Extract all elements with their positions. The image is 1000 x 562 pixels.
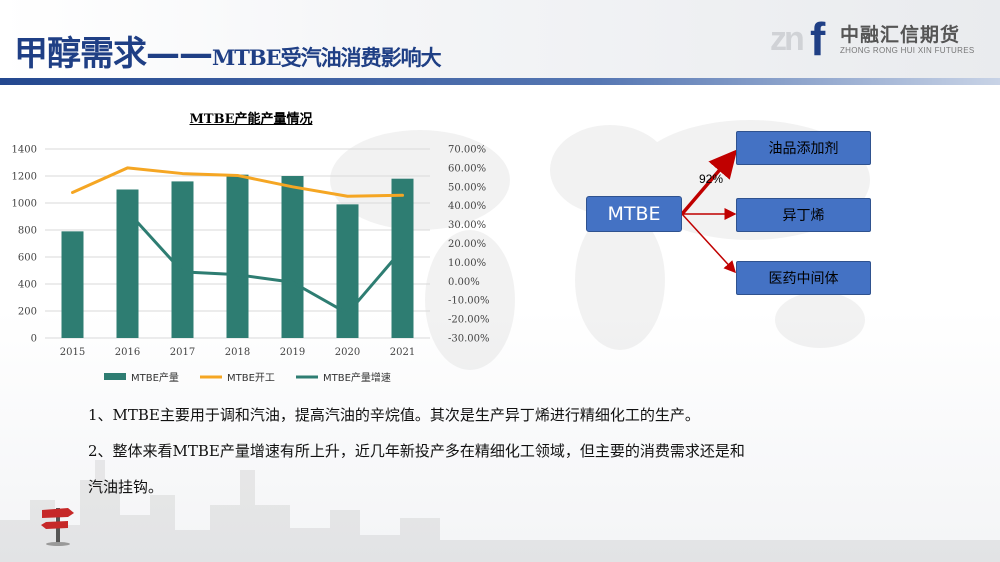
chart-title: MTBE产能产量情况 xyxy=(189,112,313,127)
y2-tick-label: -10.00% xyxy=(448,296,490,307)
y2-tick-label: -30.00% xyxy=(448,334,490,345)
mtbe-chart: 0 200 400 600 800 1000 1200 1400 -30.00% -20.00% -… xyxy=(12,145,490,385)
bar-mtbe-output xyxy=(61,231,84,338)
chart-bars xyxy=(61,174,414,338)
chart-legend: MTBE产量 MTBE开工 MTBE产量增速 xyxy=(104,371,391,384)
line-mtbe-output-growth xyxy=(126,209,404,315)
bar-mtbe-output xyxy=(116,189,139,338)
x-tick-label: 2019 xyxy=(280,347,305,358)
legend-swatch xyxy=(104,373,126,380)
page-title: 甲醇需求——MTBE受汽油消费影响大 xyxy=(14,26,442,75)
target-box-fuel-additive: 油品添加剂 xyxy=(736,131,871,165)
x-tick-label: 2020 xyxy=(335,347,360,358)
paragraph-2-line-2: 汽油挂钩。 xyxy=(88,478,164,496)
y2-tick-label: 60.00% xyxy=(448,163,486,174)
y-tick-label: 600 xyxy=(18,253,37,264)
target-box-pharma-intermediate: 医药中间体 xyxy=(736,261,871,295)
y-tick-label: 400 xyxy=(18,280,37,291)
y-tick-label: 1000 xyxy=(12,199,37,210)
signpost-icon xyxy=(41,508,74,546)
page-title-sub: MTBE受汽油消费影响大 xyxy=(212,45,442,70)
mtbe-source-box: MTBE xyxy=(586,196,682,232)
city-skyline-watermark xyxy=(0,460,1000,562)
y2-tick-label: 0.00% xyxy=(448,277,480,288)
header-rule xyxy=(0,78,1000,85)
share-label: 92% xyxy=(699,172,724,186)
bar-mtbe-output xyxy=(336,204,359,338)
y2-tick-label: 30.00% xyxy=(448,220,486,231)
y-tick-label: 800 xyxy=(18,226,37,237)
page-title-main: 甲醇需求—— xyxy=(14,34,213,74)
chart-lines xyxy=(71,166,404,315)
x-tick-label: 2021 xyxy=(390,347,415,358)
logo-mark-text: zn xyxy=(770,20,805,58)
company-logo: zn f 中融汇信期货 ZHONG RONG HUI XIN FUTURES xyxy=(770,13,985,65)
logo-f-glyph: f xyxy=(810,13,826,65)
chart-axes: 0 200 400 600 800 1000 1200 1400 -30.00% -20.00% -… xyxy=(12,145,490,359)
x-tick-label: 2015 xyxy=(60,347,85,358)
legend-label: MTBE产量 xyxy=(131,371,179,384)
bar-mtbe-output xyxy=(281,176,304,338)
logo-name-cn: 中融汇信期货 xyxy=(840,24,961,46)
y2-tick-label: -20.00% xyxy=(448,315,490,326)
y2-tick-label: 50.00% xyxy=(448,182,486,193)
legend-label: MTBE产量增速 xyxy=(323,371,391,384)
logo-name-en: ZHONG RONG HUI XIN FUTURES xyxy=(840,46,975,55)
y2-tick-label: 20.00% xyxy=(448,239,486,250)
y2-tick-label: 70.00% xyxy=(448,145,486,156)
bar-mtbe-output xyxy=(226,174,249,338)
header-bar xyxy=(0,0,1000,78)
paragraph-2-line-1: 2、整体来看MTBE产量增速有所上升，近几年新投产多在精细化工领域，但主要的消费… xyxy=(88,442,745,460)
line-mtbe-utilization xyxy=(71,166,404,198)
paragraph-1: 1、MTBE主要用于调和汽油，提高汽油的辛烷值。其次是生产异丁烯进行精细化工的生… xyxy=(88,406,700,424)
y-tick-label: 1200 xyxy=(12,172,37,183)
y2-tick-label: 10.00% xyxy=(448,258,486,269)
y-tick-label: 200 xyxy=(18,307,37,318)
x-tick-label: 2016 xyxy=(115,347,140,358)
legend-label: MTBE开工 xyxy=(227,373,275,384)
y-tick-label: 0 xyxy=(31,334,37,345)
bar-mtbe-output xyxy=(391,178,414,338)
x-tick-label: 2017 xyxy=(170,347,195,358)
bar-mtbe-output xyxy=(171,181,194,338)
x-tick-label: 2018 xyxy=(225,347,250,358)
y-tick-label: 1400 xyxy=(12,145,37,156)
y2-tick-label: 40.00% xyxy=(448,201,486,212)
target-box-isobutylene: 异丁烯 xyxy=(736,198,871,232)
